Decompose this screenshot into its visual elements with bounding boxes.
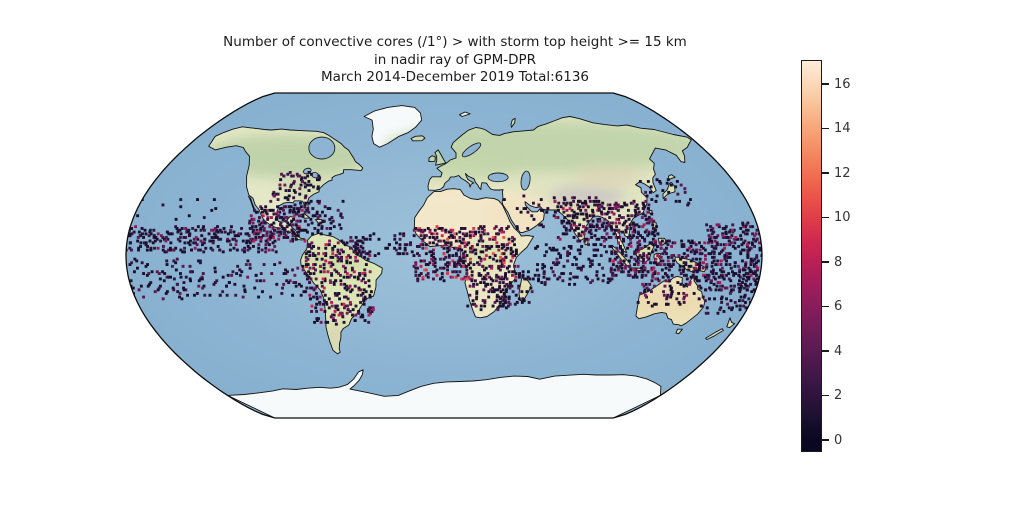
lakes-and-seas <box>303 136 531 191</box>
colorbar-tick-label: 6 <box>834 299 843 314</box>
scatter-layer <box>126 171 762 326</box>
chart-title-line1: Number of convective cores (/1°) > with … <box>223 34 687 50</box>
black-sea <box>487 172 509 183</box>
colorbar-tick <box>822 305 829 308</box>
colorbar-tick <box>822 394 829 397</box>
colorbar-tick-label: 14 <box>834 121 851 136</box>
baltic-sea <box>461 142 482 158</box>
caspian-sea <box>520 170 531 191</box>
colorbar-tick <box>822 83 829 85</box>
land-greenland <box>364 105 422 148</box>
colorbar-tick <box>822 261 829 263</box>
colorbar-tick-label: 0 <box>834 432 843 448</box>
colorbar: 0 2 4 6 8 10 12 14 16 <box>801 60 921 452</box>
colorbar-tick-label: 16 <box>834 76 851 92</box>
colorbar-tick <box>822 172 829 174</box>
colorbar-tick <box>822 127 829 130</box>
colorbar-tick <box>822 216 829 219</box>
chart-title-line2: in nadir ray of GPM-DPR <box>373 51 537 68</box>
colorbar-tick <box>822 350 829 352</box>
chart-title-line3: March 2014-December 2019 Total:6136 <box>320 69 590 85</box>
land-new-zealand-south <box>705 328 724 340</box>
hudson-bay <box>308 136 336 160</box>
land-madagascar <box>519 277 532 301</box>
land-antarctica <box>227 369 661 418</box>
colorbar-tick-label: 4 <box>834 343 843 359</box>
chart-title: Number of convective cores (/1°) > with … <box>105 34 805 87</box>
colorbar-gradient <box>801 60 822 452</box>
map-border <box>125 92 763 419</box>
colorbar-tick <box>822 439 829 441</box>
colorbar-tick-label: 2 <box>834 388 843 403</box>
colorbar-tick-label: 10 <box>834 210 851 225</box>
land-hokkaido <box>668 174 676 180</box>
terrain-shading <box>208 121 710 353</box>
colorbar-tick-label: 8 <box>834 254 843 270</box>
colorbar-tick-label: 12 <box>834 165 851 181</box>
